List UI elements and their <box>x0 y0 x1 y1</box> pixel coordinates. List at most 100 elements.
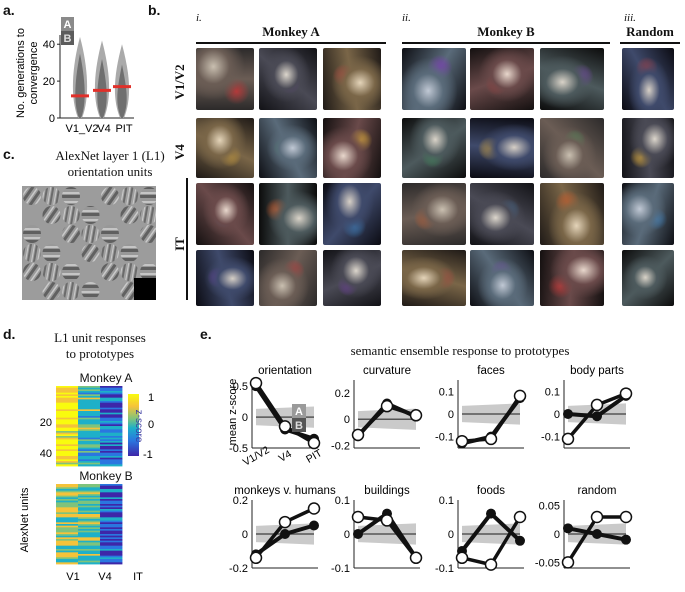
heatmap-cell <box>78 527 101 530</box>
heatmap-cell <box>100 502 123 505</box>
series-b-point <box>515 535 525 546</box>
heatmap-cell <box>56 414 79 417</box>
heatmap-cell <box>78 457 101 460</box>
group-monkey-a: Monkey A <box>262 24 320 39</box>
series-a-point <box>351 428 365 442</box>
heatmap-cell <box>78 507 101 510</box>
heatmap-cell <box>78 424 101 427</box>
heatmap-cell <box>100 507 123 510</box>
heatmap-cell <box>78 517 101 520</box>
heatmap-cell <box>78 422 101 425</box>
heatmap-cell <box>78 436 101 439</box>
heatmap-cell <box>56 434 79 437</box>
heatmap-cell <box>78 412 101 415</box>
heatmap-cell <box>56 396 79 399</box>
ensemble-ytick: 0.2 <box>335 388 350 400</box>
heatmap-cell <box>100 512 123 515</box>
heatmap-cell <box>56 509 79 512</box>
heatmap-cell <box>100 500 123 503</box>
heatmap-cell <box>100 429 123 432</box>
ensemble-ytick: -0.2 <box>331 440 350 452</box>
heatmap-cell <box>100 427 123 430</box>
heatmap-cell <box>100 401 123 404</box>
heatmap-cell <box>56 499 79 502</box>
gabor-filter <box>140 225 156 243</box>
heatmap-cell <box>56 464 79 467</box>
gabor-filter <box>101 187 119 205</box>
heatmap-cell <box>100 447 123 450</box>
heatmap-cell <box>100 459 123 462</box>
gabor-filter-mosaic <box>22 186 156 300</box>
ensemble-legend-b-swatch <box>292 418 306 432</box>
violin-a-V4 <box>97 58 107 118</box>
prototype-image <box>470 48 534 110</box>
heatmap-cell <box>78 464 101 467</box>
prototype-image <box>196 250 254 306</box>
heatmap-cell <box>56 547 79 550</box>
prototype-image <box>540 118 604 178</box>
heatmap-cell <box>78 534 101 537</box>
heatmap-cell <box>78 442 101 445</box>
heatmap-cell <box>56 495 79 498</box>
panel-label-b: b. <box>148 2 161 18</box>
violin-xtick: V4 <box>97 123 110 135</box>
heatmap-cell <box>78 532 101 535</box>
heatmap-cell <box>78 387 101 390</box>
heatmap-cell <box>100 547 123 550</box>
heatmap-cell <box>78 459 101 462</box>
heatmap-cell <box>78 447 101 450</box>
section-iii: iii. <box>624 12 636 24</box>
heatmap-cell <box>78 409 101 412</box>
heatmap-cell <box>56 520 79 523</box>
ensemble-plot-title: body parts <box>570 365 624 377</box>
heatmap-cell <box>100 434 123 437</box>
colorbar <box>128 394 139 456</box>
heatmap-cell <box>56 439 79 442</box>
heatmap-cell <box>78 560 101 563</box>
heatmap-cell <box>56 539 79 542</box>
heatmap-cell <box>56 449 79 452</box>
heatmap-cell <box>100 432 123 435</box>
heatmap-cell <box>78 392 101 395</box>
ensemble-ytick: -0.5 <box>229 443 248 455</box>
heatmap-cell <box>78 462 101 465</box>
heatmap-cell <box>100 411 123 414</box>
heatmap-cell <box>78 437 101 440</box>
heatmap-xtick-v1: V1 <box>66 571 79 583</box>
prototype-image <box>259 183 317 245</box>
prototype-image <box>196 183 254 245</box>
heatmap-cell <box>56 426 79 429</box>
prototype-image <box>540 250 604 306</box>
heatmap-cell <box>100 387 123 390</box>
heatmap-cell <box>78 439 101 442</box>
gabor-filter <box>140 206 156 224</box>
heatmap-cell <box>78 515 101 518</box>
ensemble-legend-a-swatch <box>292 404 306 418</box>
heatmap-cell <box>78 520 101 523</box>
prototype-image <box>402 118 466 178</box>
gabor-filter <box>62 225 80 243</box>
heatmap-cell <box>56 402 79 405</box>
gabor-filter <box>140 263 156 281</box>
heatmap-cell <box>56 427 79 430</box>
gabor-filter <box>120 187 139 205</box>
heatmap-cell <box>100 436 123 439</box>
heatmap-cell <box>56 457 79 460</box>
heatmap-cell <box>100 489 123 492</box>
heatmap-cell <box>100 461 123 464</box>
heatmap-cell <box>100 519 123 522</box>
heatmap-cell <box>56 529 79 532</box>
heatmap-cell <box>100 416 123 419</box>
heatmap-cell <box>56 422 79 425</box>
it-row-bar <box>186 178 188 300</box>
gabor-filter <box>62 263 80 281</box>
heatmap-cell <box>78 431 101 434</box>
heatmap-cell <box>56 401 79 404</box>
heatmap-cell <box>78 417 101 420</box>
ensemble-legend-a: A <box>295 406 303 418</box>
gabor-filter <box>81 282 100 300</box>
series-a-point <box>278 515 292 529</box>
prototype-image <box>540 48 604 110</box>
gabor-filter <box>81 206 100 224</box>
heatmap-cell <box>78 394 101 397</box>
